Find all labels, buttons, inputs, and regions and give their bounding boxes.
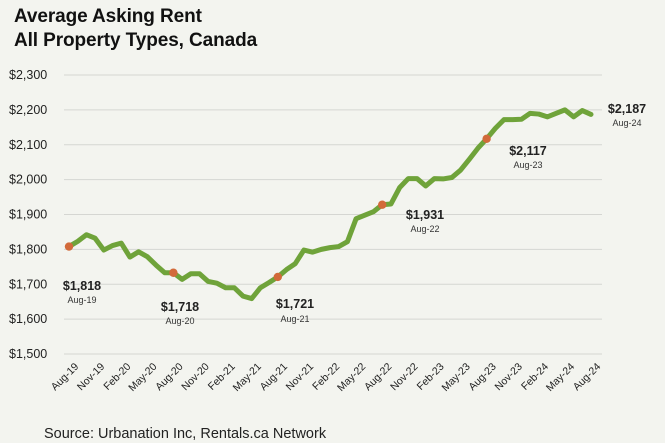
source-note: Source: Urbanation Inc, Rentals.ca Netwo… [44, 426, 327, 442]
y-tick-label: $2,000 [9, 173, 47, 187]
series-line [66, 107, 594, 302]
date-annotation: Aug-22 [410, 224, 439, 234]
data-point-marker [378, 200, 387, 209]
value-annotation: $1,818 [63, 279, 101, 293]
value-annotation: $1,718 [161, 300, 199, 314]
value-annotation: $2,117 [509, 144, 547, 158]
data-point-marker [482, 134, 491, 144]
value-annotation: $2,187 [608, 102, 646, 116]
x-tick-label: May-23 [439, 361, 472, 394]
date-annotation: Aug-23 [513, 160, 542, 170]
x-tick-label: Aug-20 [153, 361, 186, 394]
x-tick-label: May-21 [231, 361, 264, 394]
y-tick-label: $2,200 [9, 103, 47, 117]
y-tick-label: $2,100 [9, 138, 47, 152]
x-tick-label: Aug-24 [571, 361, 604, 394]
x-tick-label: Aug-22 [362, 361, 395, 394]
x-tick-label: Aug-23 [466, 361, 499, 394]
y-tick-label: $1,800 [9, 242, 47, 256]
x-tick-label: May-24 [544, 361, 577, 394]
y-tick-label: $1,600 [9, 312, 47, 326]
chart-title-line-1: Average Asking Rent [14, 6, 202, 27]
data-point-marker [64, 242, 74, 251]
y-tick-label: $1,500 [9, 347, 47, 361]
y-tick-label: $2,300 [9, 68, 47, 82]
date-annotation: Aug-24 [612, 118, 641, 128]
y-tick-label: $1,900 [9, 208, 47, 222]
chart-title-line-2: All Property Types, Canada [14, 30, 258, 51]
x-tick-label: Aug-21 [258, 361, 291, 394]
date-annotation: Aug-19 [67, 295, 96, 305]
y-tick-label: $1,700 [9, 277, 47, 291]
x-tick-label: Nov-21 [284, 361, 317, 394]
data-point-marker [273, 272, 282, 282]
x-tick-label: Aug-19 [49, 361, 82, 394]
x-tick-label: Nov-20 [179, 361, 212, 394]
x-tick-label: May-20 [126, 361, 159, 394]
date-annotation: Aug-21 [280, 314, 309, 324]
value-annotation: $1,721 [276, 297, 314, 311]
data-point-marker [169, 268, 178, 277]
date-annotation: Aug-20 [165, 316, 194, 326]
x-tick-label: Nov-22 [388, 361, 421, 394]
x-tick-label: Nov-19 [75, 361, 108, 394]
value-annotation: $1,931 [406, 208, 444, 222]
x-tick-label: Nov-23 [492, 361, 525, 394]
x-tick-label: May-22 [335, 361, 368, 394]
